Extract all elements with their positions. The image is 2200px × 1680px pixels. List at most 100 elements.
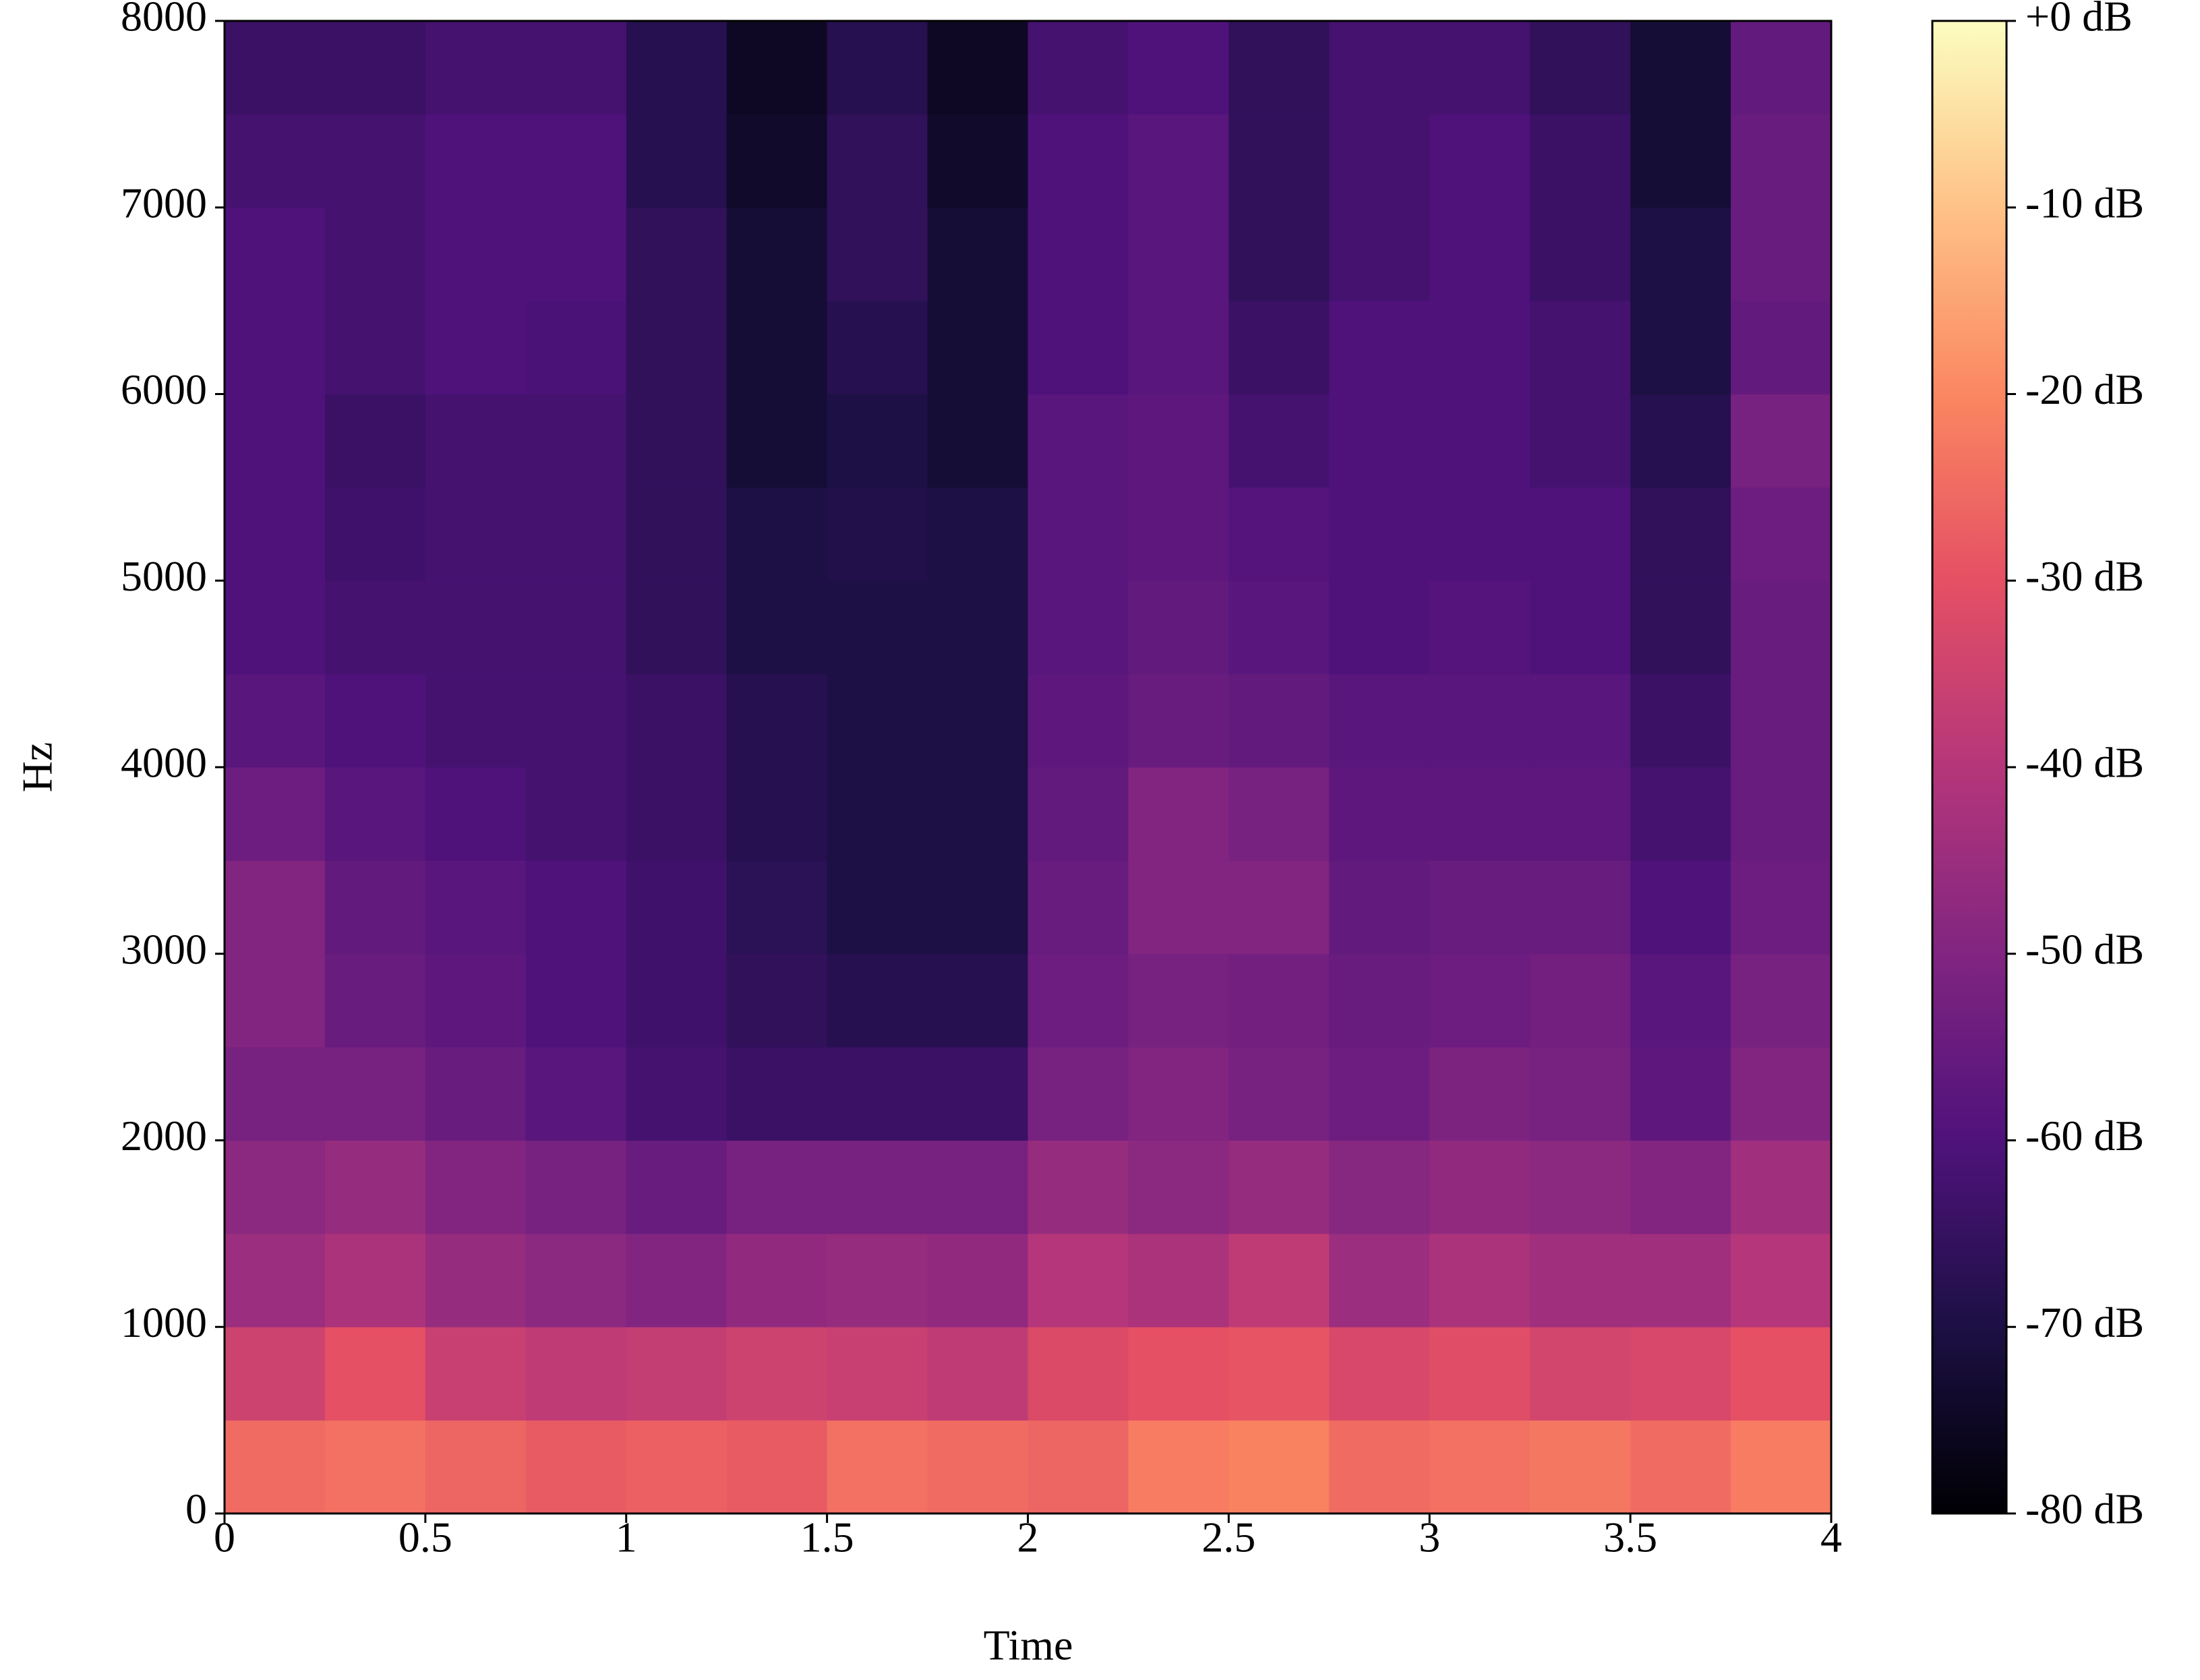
- heatmap-cell: [1731, 860, 1832, 955]
- x-tick-label: 0: [214, 1513, 235, 1561]
- heatmap-cell: [525, 953, 627, 1048]
- heatmap-cell: [827, 301, 928, 394]
- heatmap-cell: [626, 1233, 727, 1327]
- heatmap-cell: [927, 1233, 1028, 1327]
- y-axis-label: Hz: [13, 742, 61, 793]
- heatmap-cell: [1228, 487, 1330, 581]
- heatmap-cell: [1228, 1327, 1330, 1421]
- heatmap-cell: [425, 767, 527, 861]
- heatmap-cell: [1630, 487, 1731, 581]
- heatmap-cell: [1530, 21, 1631, 115]
- heatmap-cell: [726, 673, 828, 768]
- heatmap-cell: [1128, 767, 1229, 861]
- heatmap-cell: [525, 114, 627, 208]
- colorbar-tick-label: -30 dB: [2025, 552, 2144, 600]
- x-tick-label: 2: [1017, 1513, 1039, 1561]
- heatmap-cell: [525, 1140, 627, 1234]
- heatmap-cell: [1530, 1420, 1631, 1514]
- heatmap-cell: [726, 21, 828, 115]
- heatmap-cell: [927, 953, 1028, 1048]
- heatmap-cell: [1128, 487, 1229, 581]
- y-tick-label: 2000: [121, 1112, 207, 1160]
- heatmap-cell: [324, 1420, 426, 1514]
- heatmap-cell: [324, 114, 426, 208]
- colorbar-tick-label: -80 dB: [2025, 1485, 2144, 1533]
- heatmap-cell: [1028, 1140, 1129, 1234]
- heatmap-cell: [1530, 1327, 1631, 1421]
- heatmap-cell: [927, 1420, 1028, 1514]
- heatmap-cell: [626, 953, 727, 1048]
- heatmap-cell: [626, 301, 727, 394]
- heatmap-cell: [1429, 1233, 1530, 1327]
- y-tick-label: 5000: [121, 552, 207, 600]
- heatmap-cell: [525, 207, 627, 301]
- heatmap-cell: [827, 487, 928, 581]
- heatmap-cell: [1630, 21, 1731, 115]
- heatmap-cell: [827, 860, 928, 955]
- heatmap-cell: [1429, 673, 1530, 768]
- heatmap-cell: [1630, 114, 1731, 208]
- heatmap-cell: [425, 301, 527, 394]
- heatmap-cell: [324, 394, 426, 488]
- y-tick-label: 0: [185, 1485, 207, 1533]
- heatmap-cell: [425, 1140, 527, 1234]
- heatmap-cell: [1731, 953, 1832, 1048]
- heatmap-cell: [827, 580, 928, 675]
- heatmap-cell: [525, 580, 627, 675]
- heatmap-cell: [927, 114, 1028, 208]
- heatmap-cell: [1530, 301, 1631, 394]
- heatmap-cell: [1731, 767, 1832, 861]
- heatmap-cell: [225, 394, 326, 488]
- heatmap-cell: [927, 394, 1028, 488]
- heatmap-cell: [1630, 860, 1731, 955]
- heatmap-cell: [425, 487, 527, 581]
- heatmap-cell: [525, 673, 627, 768]
- heatmap-cell: [225, 860, 326, 955]
- heatmap-cell: [1028, 207, 1129, 301]
- heatmap-cell: [225, 673, 326, 768]
- heatmap-cell: [1228, 860, 1330, 955]
- heatmap-cell: [425, 394, 527, 488]
- heatmap-cell: [1329, 394, 1430, 488]
- heatmap-cell: [1028, 1420, 1129, 1514]
- heatmap-cell: [324, 953, 426, 1048]
- x-tick-label: 0.5: [398, 1513, 452, 1561]
- heatmap-cell: [1630, 1327, 1731, 1421]
- heatmap-cell: [1429, 580, 1530, 675]
- heatmap-cell: [1630, 580, 1731, 675]
- heatmap-cell: [225, 1420, 326, 1514]
- heatmap-cell: [1128, 1140, 1229, 1234]
- heatmap-cell: [827, 394, 928, 488]
- heatmap-cell: [626, 207, 727, 301]
- heatmap-cell: [1429, 394, 1530, 488]
- heatmap-cell: [827, 114, 928, 208]
- heatmap-cell: [225, 580, 326, 675]
- heatmap-cell: [827, 1140, 928, 1234]
- heatmap-cell: [425, 673, 527, 768]
- heatmap-cell: [1128, 394, 1229, 488]
- heatmap-cell: [425, 1327, 527, 1421]
- heatmap-cell: [425, 580, 527, 675]
- heatmap-cell: [1530, 953, 1631, 1048]
- heatmap-cell: [225, 114, 326, 208]
- x-tick-label: 1: [616, 1513, 637, 1561]
- heatmap-cell: [1630, 207, 1731, 301]
- heatmap-cell: [726, 301, 828, 394]
- heatmap-cell: [1429, 207, 1530, 301]
- heatmap-cell: [1028, 860, 1129, 955]
- heatmap-cell: [525, 1047, 627, 1141]
- heatmap-cell: [626, 1327, 727, 1421]
- heatmap-cell: [626, 860, 727, 955]
- heatmap-cell: [1028, 767, 1129, 861]
- heatmap-cell: [324, 1233, 426, 1327]
- heatmap-cell: [726, 394, 828, 488]
- heatmap-cell: [225, 953, 326, 1048]
- heatmap-cell: [1028, 1047, 1129, 1141]
- heatmap-cell: [525, 487, 627, 581]
- heatmap-cell: [225, 1140, 326, 1234]
- heatmap-cell: [1128, 1233, 1229, 1327]
- heatmap-cell: [1128, 114, 1229, 208]
- heatmap-cell: [1228, 1233, 1330, 1327]
- heatmap-cell: [525, 1233, 627, 1327]
